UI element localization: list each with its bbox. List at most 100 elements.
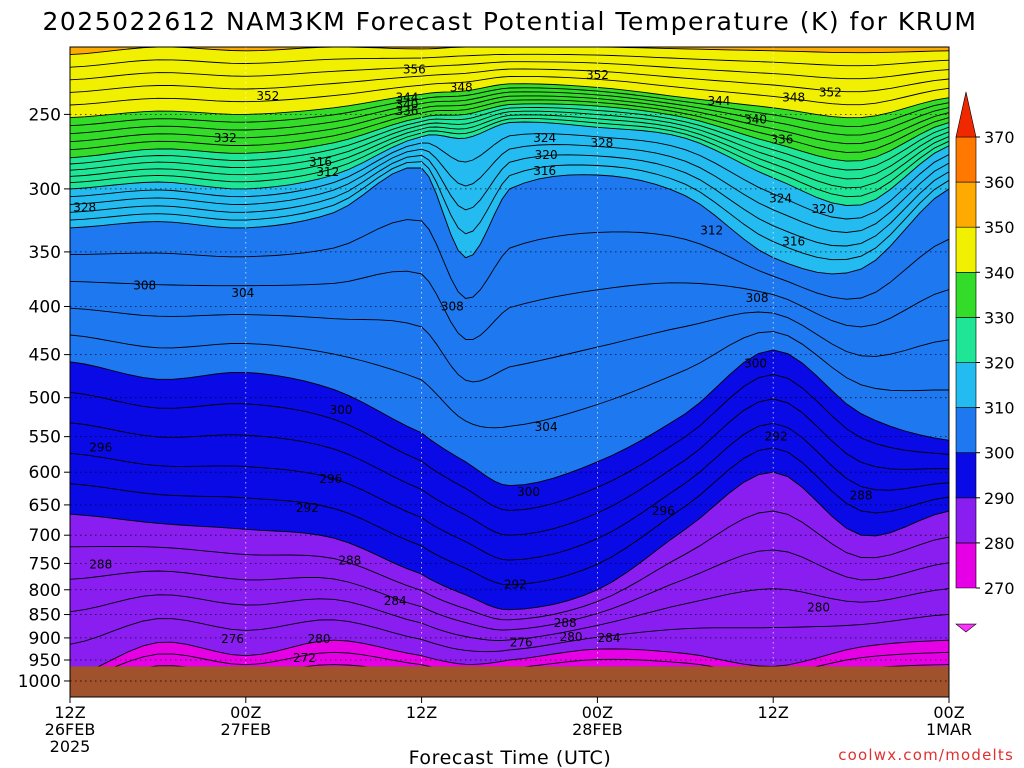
colorbar-swatch [955, 623, 977, 633]
x-tick-label: 26FEB [45, 720, 96, 739]
y-tick-label: 700 [29, 526, 61, 546]
isentrope-line [70, 99, 949, 153]
isentrope-line [70, 53, 949, 68]
contour-value-label: 296 [319, 472, 342, 486]
y-tick-label: 850 [29, 606, 61, 626]
colorbar-tick-label: 350 [984, 218, 1015, 237]
isentrope-line [70, 219, 949, 300]
contour-value-label: 304 [535, 420, 558, 434]
contour-value-label: 276 [510, 635, 533, 649]
x-tick-label: 28FEB [572, 720, 623, 739]
colorbar-swatch [955, 317, 977, 363]
isentrope-line [70, 161, 949, 261]
colorbar-swatch [955, 452, 977, 499]
isentrope-line [70, 61, 949, 81]
contour-value-label: 308 [133, 279, 156, 293]
isentrope-line [70, 167, 949, 275]
contour-value-label: 292 [296, 501, 319, 515]
isentrope-line [70, 422, 949, 561]
colorbar-swatch [955, 136, 977, 183]
x-tick-label: 12Z [406, 703, 437, 722]
isentrope-line [70, 270, 949, 340]
contour-value-label: 300 [330, 403, 353, 417]
isentrope-line [70, 114, 949, 189]
isentrope-line [70, 447, 949, 586]
isentrope-line [70, 103, 949, 162]
colorbar-tick-label: 320 [984, 354, 1015, 373]
colorbar-tick-label: 300 [984, 444, 1015, 463]
colorbar-swatch [955, 407, 977, 453]
contour-value-label: 292 [765, 430, 788, 444]
contour-value-label: 284 [598, 631, 621, 645]
contour-value-label: 348 [782, 91, 805, 105]
y-tick-label: 300 [29, 180, 61, 200]
isentrope-line [70, 110, 949, 180]
colorbar-tick-label: 370 [984, 128, 1015, 147]
contour-value-label: 320 [535, 148, 558, 162]
contour-value-label: 272 [293, 651, 316, 665]
y-tick-label: 500 [29, 389, 61, 409]
contour-value-label: 308 [441, 299, 464, 313]
isentrope-line [70, 68, 949, 93]
contour-value-label: 288 [850, 488, 873, 502]
y-tick-label: 900 [29, 629, 61, 649]
contour-value-label: 304 [231, 286, 254, 300]
isentrope-line [70, 549, 949, 631]
isentrope-line [70, 91, 949, 136]
contour-value-label: 280 [560, 630, 583, 644]
y-tick-label: 950 [29, 651, 61, 671]
colorbar-swatch [955, 91, 977, 138]
contour-value-label: 344 [708, 94, 731, 108]
y-tick-label: 250 [29, 105, 61, 125]
y-tick-label: 650 [29, 496, 61, 516]
x-tick-label: 12Z [758, 703, 789, 722]
colorbar-swatch [955, 226, 977, 273]
isentrope-line [70, 588, 949, 641]
contour-value-label: 328 [590, 136, 613, 150]
contour-value-label: 316 [309, 155, 332, 169]
isentrope-line [70, 95, 949, 145]
ground-layer [70, 666, 949, 697]
x-tick-label: 27FEB [220, 720, 271, 739]
contour-value-label: 300 [517, 485, 540, 499]
isentrope-line [70, 613, 949, 653]
contour-value-label: 280 [308, 632, 331, 646]
isentrope-line [70, 47, 949, 56]
contour-value-label: 336 [395, 104, 418, 118]
x-tick-label: 12Z [54, 703, 85, 722]
contour-value-label: 352 [586, 68, 609, 82]
y-tick-label: 800 [29, 581, 61, 601]
contour-value-label: 336 [771, 133, 794, 147]
credit-link[interactable]: coolwx.com/modelts [838, 746, 1014, 764]
colorbar-swatch [955, 181, 977, 228]
contour-value-label: 288 [89, 557, 112, 571]
contour-value-label: 276 [221, 632, 244, 646]
isentrope-line [70, 510, 949, 621]
colorbar-tick-label: 280 [984, 534, 1015, 553]
y-tick-label: 1000 [18, 672, 61, 692]
isentrope-line [70, 331, 949, 429]
isentrope-line [70, 398, 949, 536]
contour-value-label: 300 [744, 357, 767, 371]
colorbar-legend: 270 280 290 300 310 320 330 340 350 360 370 [955, 91, 1015, 633]
x-tick-label: 1MAR [926, 720, 972, 739]
isentrope-line [70, 639, 949, 678]
contour-value-label: 296 [89, 441, 112, 455]
colorbar-tick-label: 330 [984, 308, 1015, 327]
isentrope-line [70, 117, 949, 198]
x-tick-label: 00Z [933, 703, 964, 722]
ground-fill [70, 666, 949, 697]
isentrope-line [70, 374, 949, 511]
isentrope-line [70, 471, 949, 611]
colorbar-swatch [955, 497, 977, 544]
contour-value-label: 328 [73, 201, 96, 215]
x-tick-label: 00Z [582, 703, 613, 722]
theta-band-fill [70, 47, 949, 118]
colorbar-tick-label: 290 [984, 489, 1015, 508]
contour-value-label: 352 [819, 86, 842, 100]
contour-value-label: 316 [782, 234, 805, 248]
isentrope-line [70, 307, 949, 383]
grid-layer [70, 47, 949, 697]
